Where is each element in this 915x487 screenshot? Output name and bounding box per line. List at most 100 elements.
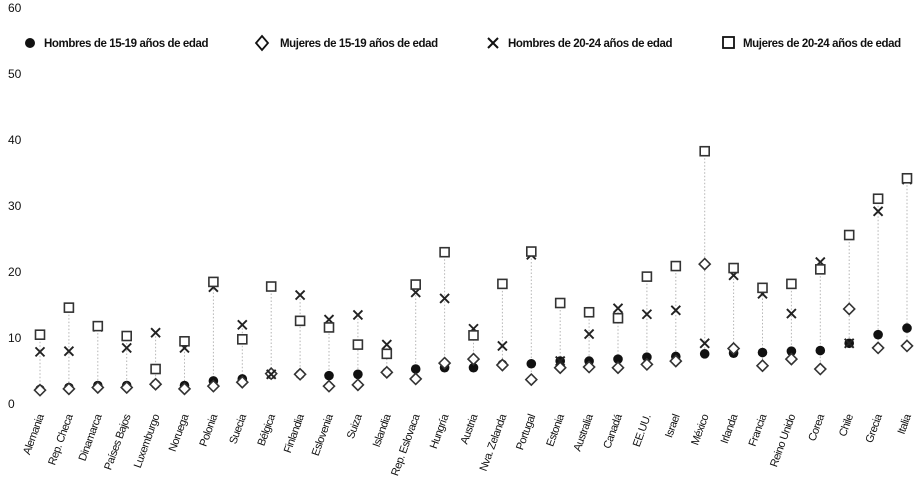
x-tick-label: Polonia	[198, 412, 221, 449]
x-tick-label: Alemania	[21, 412, 47, 457]
point-square	[208, 276, 219, 288]
x-tick-label: México	[689, 413, 711, 447]
x-tick-label: Noruega	[167, 412, 192, 454]
y-tick-label: 0	[8, 397, 15, 411]
point-square	[497, 278, 508, 290]
x-tick-label: Rep. Eslovaca	[389, 412, 423, 478]
point-square	[843, 229, 855, 241]
point-diamond	[351, 378, 365, 392]
x-tick-label: EE.UU.	[631, 413, 654, 449]
legend-label: Mujeres de 20-24 años de edad	[743, 38, 901, 50]
point-diamond	[235, 375, 249, 389]
point-x	[121, 342, 132, 354]
point-x	[844, 338, 855, 349]
legend-label: Mujeres de 15-19 años de edad	[280, 38, 438, 50]
x-tick-label: Chile	[837, 413, 856, 439]
point-x	[439, 293, 450, 304]
point-diamond	[322, 379, 336, 393]
point-circle	[526, 358, 537, 369]
point-x	[670, 305, 681, 316]
point-square	[294, 315, 306, 327]
point-x	[63, 346, 75, 357]
y-tick-label: 10	[8, 331, 22, 345]
x-tick-label: Austria	[459, 412, 481, 446]
point-square	[150, 363, 161, 375]
legend-item-hombres-20-24: Hombres de 20-24 años de edad	[487, 37, 673, 50]
point-square	[554, 297, 566, 309]
point-x	[555, 355, 566, 367]
y-axis: 0 10 20 30 40 50 60	[8, 1, 22, 411]
point-square	[728, 262, 739, 274]
x-tick-label: Finlandia	[282, 412, 307, 455]
point-diamond	[466, 352, 481, 366]
point-circle	[902, 323, 912, 333]
chart-marks	[33, 145, 914, 397]
range-guides	[39, 151, 908, 391]
point-diamond	[784, 352, 799, 366]
x-tick-label: Reino Unido	[768, 413, 798, 469]
point-diamond	[293, 367, 307, 381]
point-x	[497, 340, 508, 352]
point-square	[237, 334, 248, 345]
point-diamond	[524, 372, 538, 387]
x-tick-label: Suecia	[227, 412, 249, 446]
point-square	[179, 335, 190, 347]
point-x	[786, 308, 797, 319]
point-square	[34, 329, 46, 341]
point-diamond	[726, 341, 741, 356]
x-tick-label: Irlanda	[719, 412, 741, 446]
point-diamond	[206, 379, 221, 393]
point-circle	[699, 349, 710, 359]
x-tick-label: Nva. Zelanda	[478, 412, 510, 473]
point-square	[757, 282, 768, 294]
x-tick-label: Estonia	[544, 412, 567, 449]
legend-marker-circle	[25, 38, 35, 48]
point-square	[814, 264, 826, 275]
point-square	[265, 281, 277, 292]
point-diamond	[495, 358, 510, 372]
point-diamond	[582, 360, 596, 374]
point-square	[121, 330, 132, 342]
point-diamond	[62, 382, 76, 396]
point-diamond	[842, 302, 856, 316]
x-tick-label: Dinamarca	[77, 412, 105, 463]
x-tick-label: Bélgica	[256, 412, 279, 448]
point-diamond	[755, 359, 770, 373]
x-tick-label: Israel	[663, 413, 682, 440]
point-diamond	[640, 357, 654, 372]
point-circle	[815, 345, 826, 356]
x-tick-label: Corea	[806, 412, 827, 443]
x-tick-label: Canadá	[601, 412, 625, 451]
point-square	[410, 279, 422, 290]
point-square	[439, 246, 450, 258]
point-x	[381, 339, 392, 350]
point-square	[525, 246, 537, 257]
point-square	[583, 306, 595, 318]
point-diamond	[91, 380, 105, 395]
point-square	[92, 320, 104, 332]
x-tick-label: Rep. Checa	[46, 412, 76, 467]
point-square	[786, 278, 797, 290]
x-tick-label: Grecia	[864, 412, 886, 445]
legend-label: Hombres de 15-19 años de edad	[44, 38, 209, 50]
legend-item-hombres-15-19: Hombres de 15-19 años de edad	[25, 38, 209, 50]
point-x	[34, 346, 46, 358]
x-tick-label: Islandia	[371, 412, 394, 449]
point-circle	[324, 370, 334, 381]
point-x	[266, 369, 277, 380]
x-tick-label: Francia	[747, 412, 770, 449]
point-x	[294, 289, 306, 301]
point-circle	[873, 329, 883, 340]
point-diamond	[813, 362, 827, 376]
y-tick-label: 40	[8, 133, 22, 147]
point-square	[641, 271, 653, 282]
point-diamond	[148, 377, 163, 391]
point-diamond	[611, 361, 625, 375]
legend-label: Hombres de 20-24 años de edad	[508, 38, 673, 50]
point-x	[699, 338, 710, 349]
y-tick-label: 50	[8, 67, 22, 81]
legend-item-mujeres-15-19: Mujeres de 15-19 años de edad	[254, 34, 439, 52]
point-x	[641, 309, 653, 320]
